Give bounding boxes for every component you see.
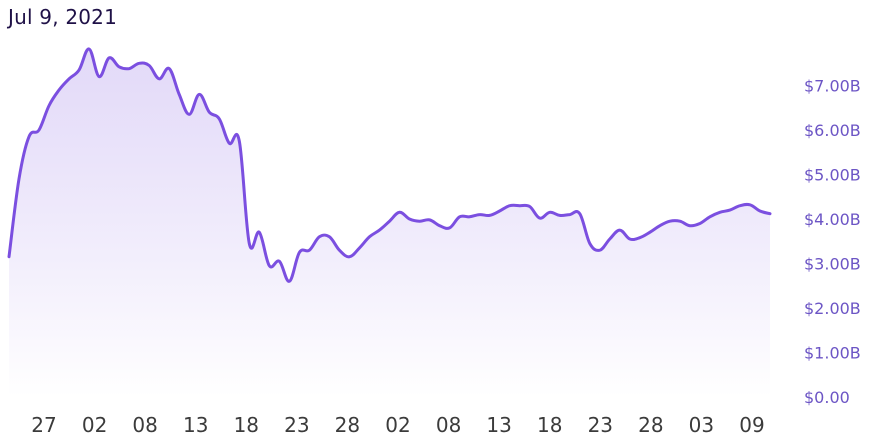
x-tick-label: 13	[486, 413, 511, 437]
x-tick-label: 02	[82, 413, 107, 437]
y-tick-label: $6.00B	[804, 121, 861, 140]
x-tick-label: 03	[689, 413, 714, 437]
x-tick-label: 08	[132, 413, 157, 437]
y-tick-label: $4.00B	[804, 210, 861, 229]
x-tick-label: 18	[537, 413, 562, 437]
x-tick-label: 28	[335, 413, 360, 437]
y-tick-label: $3.00B	[804, 255, 861, 274]
x-tick-label: 08	[436, 413, 461, 437]
x-tick-label: 13	[183, 413, 208, 437]
chart-series-line	[7, 47, 772, 283]
x-tick-label: 18	[234, 413, 259, 437]
x-tick-label: 09	[739, 413, 764, 437]
x-tick-label: 23	[284, 413, 309, 437]
y-tick-label: $0.00	[804, 388, 850, 407]
x-tick-label: 27	[31, 413, 56, 437]
y-tick-label: $1.00B	[804, 344, 861, 363]
y-tick-label: $2.00B	[804, 299, 861, 318]
y-tick-label: $5.00B	[804, 166, 861, 185]
x-tick-label: 28	[638, 413, 663, 437]
selected-date-label: Jul 9, 2021	[8, 5, 118, 29]
x-tick-label: 23	[588, 413, 613, 437]
y-tick-label: $7.00B	[804, 77, 861, 96]
x-tick-label: 02	[385, 413, 410, 437]
